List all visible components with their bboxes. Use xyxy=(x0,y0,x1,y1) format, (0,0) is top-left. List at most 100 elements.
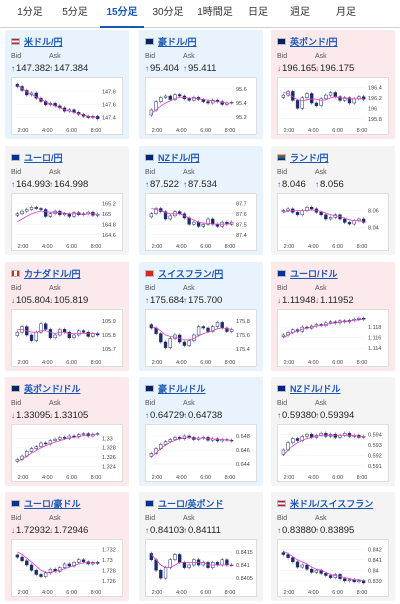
candle-body xyxy=(324,214,328,220)
pair-name[interactable]: スイスフラン/円 xyxy=(158,269,224,279)
price-chart[interactable]: 8.06 8.04 2:00 4:00 6:00 8:00 xyxy=(277,193,389,251)
x-tick-label: 2:00 xyxy=(284,475,295,481)
tab-monthly[interactable]: 月足 xyxy=(336,7,356,18)
price-chart[interactable]: 1.33 1.328 1.326 1.324 2:00 4:00 6:00 8:00 xyxy=(11,424,123,482)
candle-body xyxy=(39,574,43,577)
rate-card[interactable]: NZドル/ドル Bid Ask ↑0.59380 ↑0.59394 0.594 0… xyxy=(271,377,395,486)
moving-average-line xyxy=(17,551,98,573)
pair-name[interactable]: 英ポンド/円 xyxy=(290,37,338,47)
tab-1hour[interactable]: 1時間足 xyxy=(197,7,233,18)
pair-name[interactable]: 豪ドル/円 xyxy=(158,37,197,47)
rate-card[interactable]: 英ポンド/円 Bid Ask ↓196.165 ↓196.175 196.4 19… xyxy=(271,30,395,139)
pair-link[interactable]: 米ドル/円 xyxy=(11,35,63,48)
pair-name[interactable]: 米ドル/円 xyxy=(24,37,63,47)
pair-link[interactable]: 豪ドル/円 xyxy=(145,35,197,48)
price-chart[interactable]: 0.8415 0.841 0.8405 2:00 4:00 6:00 8:00 xyxy=(145,539,257,597)
x-tick-label: 8:00 xyxy=(225,360,236,366)
pair-link[interactable]: NZドル/円 xyxy=(145,151,200,164)
price-chart[interactable]: 1.732 1.73 1.728 1.726 2:00 4:00 6:00 8:00 xyxy=(11,539,123,597)
up-arrow-icon: ↑ xyxy=(145,296,149,305)
rate-card[interactable]: スイスフラン/円 Bid Ask ↑175.684 ↑175.700 175.8… xyxy=(139,262,263,371)
rate-card[interactable]: ユーロ/豪ドル Bid Ask ↓1.72932 ↓1.72946 1.732 1… xyxy=(5,492,129,601)
bid-number: 8.046 xyxy=(282,179,306,190)
pair-name[interactable]: カナダドル/円 xyxy=(24,269,81,279)
candle-body xyxy=(44,209,48,217)
price-chart[interactable]: 105.9 105.8 105.7 2:00 4:00 6:00 8:00 xyxy=(11,309,123,367)
price-chart[interactable]: 95.6 95.4 95.2 2:00 4:00 6:00 8:00 xyxy=(145,77,257,135)
tab-daily[interactable]: 日足 xyxy=(248,7,268,18)
y-tick-label: 0.839 xyxy=(368,579,382,585)
candle-body xyxy=(229,439,234,442)
pair-link[interactable]: 英ポンド/ドル xyxy=(11,382,81,395)
tab-weekly[interactable]: 週足 xyxy=(290,7,310,18)
candle-body xyxy=(206,327,210,332)
x-tick-label: 6:00 xyxy=(200,475,211,481)
candle-body xyxy=(281,210,286,212)
pair-name[interactable]: ユーロ/円 xyxy=(24,153,63,163)
pair-link[interactable]: カナダドル/円 xyxy=(11,267,81,280)
candle-body xyxy=(295,438,300,441)
price-chart[interactable]: 0.842 0.841 0.84 0.839 2:00 4:00 6:00 8:00 xyxy=(277,539,389,597)
y-tick-label: 87.6 xyxy=(236,212,247,218)
price-chart[interactable]: 165.2 165 164.8 164.6 2:00 4:00 6:00 8:00 xyxy=(11,193,123,251)
rate-card[interactable]: カナダドル/円 Bid Ask ↓105.804 ↓105.819 105.9 1… xyxy=(5,262,129,371)
candle-body xyxy=(149,453,154,457)
rate-card[interactable]: 米ドル/スイスフラン Bid Ask ↑0.83880 ↑0.83895 0.8… xyxy=(271,492,395,601)
pair-name[interactable]: 豪ドル/ドル xyxy=(158,384,206,394)
pair-name[interactable]: NZドル/円 xyxy=(158,153,200,163)
bid-number: 1.11948 xyxy=(282,295,316,306)
pair-link[interactable]: ユーロ/豪ドル xyxy=(11,497,81,510)
ask-number: 196.175 xyxy=(320,63,355,74)
pair-link[interactable]: NZドル/ドル xyxy=(277,382,341,395)
price-chart[interactable]: 0.594 0.593 0.592 0.591 2:00 4:00 6:00 8:00 xyxy=(277,424,389,482)
flag-icon xyxy=(11,500,20,507)
pair-name[interactable]: ユーロ/豪ドル xyxy=(24,499,81,509)
price-chart[interactable]: 147.8 147.6 147.4 2:00 4:00 6:00 8:00 xyxy=(11,77,123,135)
x-tick-label: 6:00 xyxy=(332,360,343,366)
rate-card[interactable]: 豪ドル/円 Bid Ask ↑95.404 ↑95.411 95.6 95.4 95… xyxy=(139,30,263,139)
rate-card[interactable]: ユーロ/ドル Bid Ask ↓1.11948 ↓1.11952 1.118 1.… xyxy=(271,262,395,371)
pair-name[interactable]: ユーロ/英ポンド xyxy=(158,499,224,509)
pair-link[interactable]: ユーロ/ドル xyxy=(277,267,338,280)
pair-name[interactable]: NZドル/ドル xyxy=(290,384,341,394)
rate-card[interactable]: 米ドル/円 Bid Ask ↑147.382 ↑147.384 147.8 147… xyxy=(5,30,129,139)
ask-label: Ask xyxy=(183,169,195,176)
pair-link[interactable]: ユーロ/英ポンド xyxy=(145,497,224,510)
price-chart[interactable]: 87.7 87.6 87.5 87.4 2:00 4:00 6:00 8:00 xyxy=(145,193,257,251)
price-chart[interactable]: 0.648 0.646 0.644 2:00 4:00 6:00 8:00 xyxy=(145,424,257,482)
candle-body xyxy=(178,94,182,97)
x-tick-label: 8:00 xyxy=(225,590,236,596)
price-chart[interactable]: 1.118 1.116 1.114 2:00 4:00 6:00 8:00 xyxy=(277,309,389,367)
x-tick-label: 6:00 xyxy=(66,128,77,134)
price-chart[interactable]: 175.8 175.6 175.4 2:00 4:00 6:00 8:00 xyxy=(145,309,257,367)
pair-link[interactable]: 英ポンド/円 xyxy=(277,35,338,48)
pair-link[interactable]: 豪ドル/ドル xyxy=(145,382,206,395)
rate-card[interactable]: 英ポンド/ドル Bid Ask ↓1.33095 ↓1.33105 1.33 1.… xyxy=(5,377,129,486)
pair-link[interactable]: ランド/円 xyxy=(277,151,329,164)
rate-card[interactable]: 豪ドル/ドル Bid Ask ↑0.64729 ↑0.64738 0.648 0.… xyxy=(139,377,263,486)
rate-card[interactable]: ランド/円 Bid Ask ↑8.046 ↑8.056 8.06 8.04 2:00… xyxy=(271,146,395,255)
tab-1min[interactable]: 1分足 xyxy=(17,7,43,18)
pair-name[interactable]: ランド/円 xyxy=(290,153,329,163)
rate-card[interactable]: ユーロ/円 Bid Ask ↑164.993 ↑164.998 165.2 165… xyxy=(5,146,129,255)
bid-value: ↑175.684 xyxy=(145,295,184,306)
pair-name[interactable]: ユーロ/ドル xyxy=(290,269,338,279)
pair-name[interactable]: 米ドル/スイスフラン xyxy=(290,499,374,509)
tab-30min[interactable]: 30分足 xyxy=(152,7,184,18)
price-chart[interactable]: 196.4 196.2 196 195.8 2:00 4:00 6:00 8:00 xyxy=(277,77,389,135)
pair-link[interactable]: 米ドル/スイスフラン xyxy=(277,497,373,510)
candle-body xyxy=(39,323,43,333)
pair-link[interactable]: ユーロ/円 xyxy=(11,151,63,164)
pair-link[interactable]: スイスフラン/円 xyxy=(145,267,223,280)
rate-card[interactable]: ユーロ/英ポンド Bid Ask ↑0.84103 ↑0.84111 0.841… xyxy=(139,492,263,601)
tab-5min[interactable]: 5分足 xyxy=(62,7,88,18)
bid-label: Bid xyxy=(145,515,156,522)
rate-card[interactable]: NZドル/円 Bid Ask ↑87.522 ↑87.534 87.7 87.6 8… xyxy=(139,146,263,255)
ask-label: Ask xyxy=(183,285,195,292)
pair-name[interactable]: 英ポンド/ドル xyxy=(24,384,81,394)
tab-15min[interactable]: 15分足 xyxy=(100,0,144,28)
candle-body xyxy=(58,437,62,440)
candle-body xyxy=(229,564,234,567)
x-tick-label: 4:00 xyxy=(176,244,187,250)
y-tick-label: 0.594 xyxy=(368,432,382,438)
